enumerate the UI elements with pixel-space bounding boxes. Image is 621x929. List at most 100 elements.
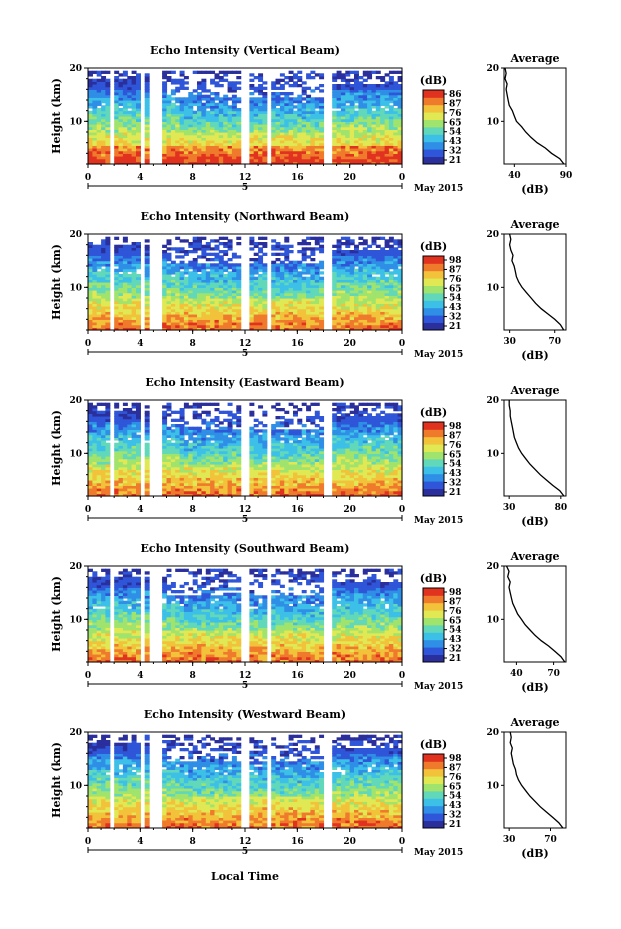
heatmap-cell	[236, 97, 242, 101]
heatmap-cell	[166, 252, 172, 256]
heatmap-cell	[175, 418, 181, 422]
heatmap-cell	[183, 263, 189, 267]
heatmap-cell	[393, 124, 399, 128]
heatmap-cell	[118, 110, 124, 114]
heatmap-cell	[375, 129, 381, 133]
heatmap-cell	[293, 161, 298, 165]
heatmap-cell	[223, 129, 229, 133]
heatmap-cell	[297, 105, 303, 109]
heatmap-cell	[388, 84, 394, 88]
heatmap-cell	[105, 100, 111, 104]
heatmap-cell	[249, 92, 255, 96]
colorbar-unit: (dB)	[420, 240, 447, 253]
heatmap-cell	[218, 236, 224, 240]
heatmap-cell	[231, 102, 237, 106]
heatmap-cell	[92, 158, 98, 162]
heatmap-cell	[384, 239, 390, 243]
heatmap-cell	[227, 271, 233, 275]
heatmap-cell	[136, 113, 141, 117]
heatmap-cell	[201, 244, 207, 248]
heatmap-cell	[231, 94, 237, 98]
heatmap-cell	[249, 132, 255, 136]
heatmap-cell	[354, 142, 359, 146]
heatmap-cell	[297, 102, 303, 106]
heatmap-cell	[358, 108, 364, 112]
heatmap-cell	[362, 100, 368, 104]
heatmap-cell	[371, 102, 377, 106]
heatmap-cell	[205, 271, 211, 275]
heatmap-cell	[183, 148, 189, 152]
heatmap-cell	[179, 100, 185, 104]
heatmap-cell	[144, 132, 150, 136]
heatmap-cell	[297, 260, 303, 264]
heatmap-cell	[253, 118, 259, 122]
heatmap-cell	[332, 84, 338, 88]
colorbar-swatch	[423, 90, 444, 98]
heatmap-cell	[188, 153, 194, 157]
heatmap-cell	[384, 250, 390, 254]
heatmap-cell	[349, 150, 355, 154]
heatmap-cell	[258, 242, 264, 246]
heatmap-cell	[349, 110, 355, 114]
heatmap-cell	[210, 102, 216, 106]
heatmap-cell	[105, 70, 111, 74]
heatmap-cell	[362, 153, 368, 157]
heatmap-cell	[258, 92, 264, 96]
heatmap-cell	[371, 148, 377, 152]
heatmap-cell	[253, 105, 259, 109]
heatmap-cell	[175, 137, 181, 141]
heatmap-cell	[183, 129, 189, 133]
heatmap-cell	[301, 110, 307, 114]
heatmap-cell	[227, 410, 233, 414]
heatmap-cell	[258, 156, 264, 160]
heatmap-cell	[349, 92, 355, 96]
heatmap-cell	[114, 132, 120, 136]
heatmap-cell	[388, 142, 394, 146]
heatmap-cell	[183, 137, 189, 141]
heatmap-cell	[236, 236, 242, 240]
heatmap-cell	[293, 158, 298, 162]
heatmap-cell	[314, 247, 320, 251]
heatmap-cell	[375, 250, 381, 254]
heatmap-cell	[258, 137, 264, 141]
heatmap-cell	[197, 140, 202, 144]
heatmap-cell	[214, 158, 220, 162]
heatmap-cell	[88, 92, 93, 96]
heatmap-cell	[340, 105, 346, 109]
heatmap-cell	[105, 137, 111, 141]
heatmap-cell	[136, 148, 141, 152]
heatmap-cell	[210, 97, 216, 101]
heatmap-cell	[388, 124, 394, 128]
heatmap-cell	[201, 145, 207, 149]
heatmap-cell	[362, 126, 368, 130]
heatmap-cell	[332, 76, 338, 80]
heatmap-cell	[170, 145, 176, 149]
heatmap-cell	[127, 110, 133, 114]
heatmap-cell	[375, 84, 381, 88]
heatmap-cell	[306, 242, 312, 246]
heatmap-cell	[118, 274, 124, 278]
heatmap-cell	[101, 268, 107, 272]
heatmap-cell	[201, 134, 207, 138]
heatmap-cell	[183, 150, 189, 154]
heatmap-cell	[96, 140, 102, 144]
heatmap-cell	[170, 78, 176, 82]
heatmap-cell	[183, 118, 189, 122]
heatmap-cell	[262, 113, 268, 117]
heatmap-cell	[170, 260, 176, 264]
heatmap-cell	[349, 100, 355, 104]
heatmap-cell	[231, 140, 237, 144]
heatmap-cell	[340, 110, 346, 114]
heatmap-cell	[201, 402, 207, 406]
heatmap-cell	[253, 132, 259, 136]
heatmap-cell	[319, 126, 325, 130]
heatmap-cell	[375, 100, 381, 104]
heatmap-cell	[101, 94, 107, 98]
heatmap-cell	[293, 129, 298, 133]
heatmap-cell	[340, 145, 346, 149]
heatmap-cell	[249, 402, 255, 406]
heatmap-cell	[301, 142, 307, 146]
heatmap-cell	[362, 145, 368, 149]
heatmap-cell	[179, 108, 185, 112]
colorbar-swatch	[423, 285, 444, 294]
